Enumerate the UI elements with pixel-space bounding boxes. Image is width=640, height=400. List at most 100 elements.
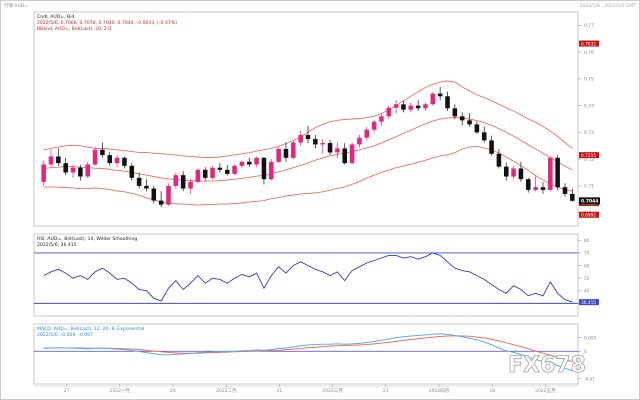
rsi-tick-label: 40: [584, 289, 590, 295]
price-tick-label: 0.71: [584, 184, 594, 190]
macd-header: MACD, AUD=, Bid(Last), 12, 26, 9, Expone…: [37, 326, 144, 332]
candle-body: [430, 93, 436, 105]
candle-body: [335, 148, 340, 153]
watermark: FX678: [508, 353, 586, 378]
pane-frame-1: [33, 233, 579, 317]
top-left-label: 行情 AUD=: [4, 2, 28, 9]
candle-body: [78, 167, 83, 177]
candle-body: [261, 157, 267, 180]
candle-body: [188, 181, 193, 189]
x-tick-label: 24: [170, 388, 176, 394]
candle-body: [63, 163, 68, 173]
candle-body: [379, 116, 384, 122]
candle-body: [489, 140, 494, 154]
price-tick-label: 0.77: [584, 23, 594, 29]
x-tick-label: 2022四月: [429, 388, 449, 394]
candle-body: [459, 116, 465, 121]
candle-body: [474, 124, 480, 133]
price-tick-label: 0.75: [584, 77, 594, 83]
x-tick-label: 21: [383, 388, 389, 394]
candle-body: [305, 135, 311, 140]
candle-body: [533, 187, 538, 190]
rsi-header: RSI, AUD=, Bid(Last), 14, Wilder Smoothi…: [37, 236, 137, 242]
candle-body: [540, 187, 546, 190]
candle-body: [217, 167, 223, 170]
candle-body: [48, 156, 54, 165]
candle-body: [525, 179, 531, 190]
price-tick-label: 0.73: [584, 130, 594, 136]
candle-body: [291, 142, 296, 158]
rsi-tick-label: 50: [584, 276, 590, 282]
candle-body: [180, 175, 186, 189]
macd-subheader: 2022/5/6, -0.009, -0.007: [37, 332, 93, 338]
candle-body: [503, 166, 509, 177]
price-level-label: 0.7632: [581, 41, 596, 47]
candle-body: [298, 135, 303, 143]
last-price-box: [579, 197, 600, 205]
candle-body: [437, 93, 443, 97]
x-tick-label: 2022三月: [322, 388, 342, 394]
candle-body: [269, 161, 274, 180]
candle-body: [349, 144, 355, 164]
candle-body: [357, 137, 362, 145]
x-tick-label: 2022五月: [535, 388, 555, 394]
candle-body: [401, 104, 406, 110]
x-tick-label: 2022一月: [110, 388, 130, 394]
candle-body: [342, 148, 347, 164]
candle-body: [56, 156, 61, 164]
candle-body: [239, 161, 245, 166]
candle-body: [173, 175, 179, 186]
candle-body: [548, 157, 553, 190]
price-tick-label: 0.72: [584, 157, 594, 163]
candle-body: [144, 185, 149, 189]
pane-frame-0: [33, 11, 579, 227]
candle-body: [481, 132, 487, 141]
candle-body: [511, 168, 516, 177]
candle-body: [85, 164, 91, 177]
price-level-box: [579, 211, 599, 218]
candle-body: [423, 104, 428, 109]
candle-body: [224, 169, 230, 174]
candle-body: [371, 121, 377, 130]
price-header: Cndl, AUD=, Bid: [37, 14, 74, 20]
candle-body: [467, 120, 472, 125]
candle-body: [41, 164, 46, 182]
candle-body: [70, 167, 76, 173]
price-level-label: 0.7215: [581, 153, 596, 159]
candle-body: [313, 139, 318, 145]
candle-body: [151, 188, 157, 201]
candle-body: [570, 193, 575, 201]
macd-tick-label: 0: [584, 349, 587, 355]
price-level-label: 0.6992: [581, 213, 596, 219]
candle-body: [246, 161, 252, 165]
candle-body: [166, 185, 171, 205]
x-tick-label: 21: [277, 388, 283, 394]
candle-body: [555, 157, 560, 188]
candle-body: [100, 149, 105, 156]
price-level-box: [579, 40, 599, 47]
candle-body: [114, 157, 120, 164]
bband-header: BBand, AUD=, Bid(Last), 20, 2.0: [37, 26, 111, 32]
candle-body: [562, 187, 568, 194]
rsi-subheader: 2022/5/6, 36.415: [37, 242, 77, 248]
candle-body: [320, 143, 325, 145]
candle-body: [452, 108, 458, 117]
candle-body: [386, 107, 392, 117]
candle-body: [92, 149, 98, 165]
candle-body: [107, 155, 113, 164]
candle-body: [518, 168, 524, 180]
candle-body: [195, 169, 201, 182]
rsi-tick-label: 80: [584, 238, 590, 244]
last-price-label: 0.7044: [581, 199, 598, 205]
candle-body: [496, 153, 502, 167]
candle-body: [158, 200, 164, 205]
x-tick-label: 18: [489, 388, 495, 394]
candle-body: [408, 105, 414, 110]
candle-body: [232, 165, 237, 174]
macd-tick-label: 0.005: [584, 335, 597, 341]
price-tick-label: 0.74: [584, 103, 594, 109]
candle-body: [364, 129, 370, 138]
candle-body: [283, 148, 289, 158]
price-ohlc: 2022/5/6, 0.7066, 0.7078, 0.7040, 0.7044…: [37, 20, 177, 26]
pane-frame-2: [33, 323, 579, 385]
